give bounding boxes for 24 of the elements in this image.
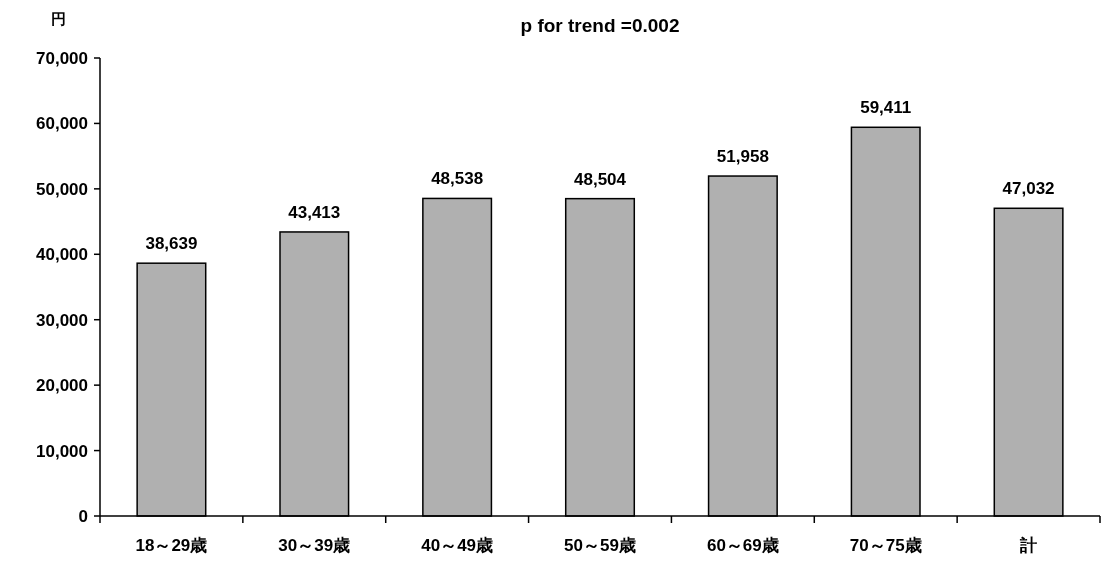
y-tick-label: 60,000 (36, 114, 88, 134)
data-label: 51,958 (716, 147, 769, 167)
x-tick-label: 70～75歳 (849, 536, 922, 555)
x-tick-label: 60～69歳 (706, 536, 779, 555)
y-tick-label: 70,000 (36, 48, 88, 68)
data-label: 59,411 (860, 98, 912, 118)
y-tick-label: 20,000 (36, 376, 88, 396)
data-label: 47,032 (1002, 179, 1055, 199)
y-tick-label: 10,000 (36, 441, 88, 461)
data-label: 43,413 (288, 202, 341, 222)
x-tick-label: 18～29歳 (135, 536, 208, 555)
chart-title: p for trend =0.002 (520, 15, 680, 36)
x-tick-label: 40～49歳 (421, 536, 494, 555)
y-tick-label: 0 (78, 506, 88, 526)
data-label: 38,639 (145, 234, 198, 254)
y-axis-title: 円 (50, 10, 66, 27)
y-tick-label: 30,000 (36, 310, 88, 330)
y-tick-label: 40,000 (36, 245, 88, 265)
x-tick-label: 30～39歳 (278, 536, 351, 555)
x-tick-label: 計 (1019, 536, 1038, 555)
y-tick-label: 50,000 (36, 179, 88, 199)
data-label: 48,504 (574, 169, 627, 189)
x-tick-label: 50～59歳 (564, 536, 636, 555)
data-label: 48,538 (431, 169, 484, 189)
